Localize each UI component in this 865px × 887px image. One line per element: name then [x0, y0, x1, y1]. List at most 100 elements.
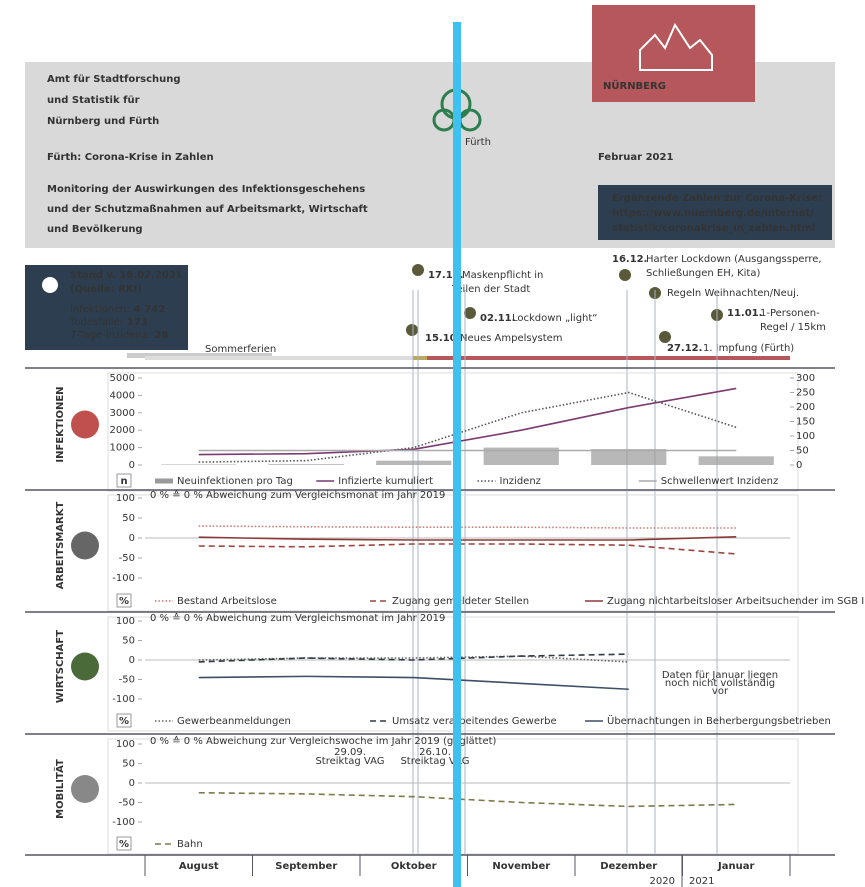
event-text: Neues Ampelsystem	[460, 333, 563, 344]
y-tick-label: -50	[119, 675, 135, 686]
series-line	[198, 536, 737, 541]
status-label: Todesfälle:	[69, 317, 123, 328]
status-line: Stand v. 16.02.2021	[70, 270, 183, 281]
event-date: 17.10.	[428, 270, 463, 281]
event-text: Regel / 15km	[760, 322, 826, 333]
event-text: Lockdown „light“	[512, 313, 598, 324]
event-date: 11.01.	[727, 308, 762, 319]
legend-label: Inzidenz	[500, 476, 541, 487]
event-icon	[464, 307, 476, 319]
unit-label: %	[119, 596, 129, 607]
link-text: https://www.nuernberg.de/internet/	[612, 208, 814, 219]
title: Fürth: Corona-Krise in Zahlen	[47, 152, 214, 163]
sun-icon	[42, 277, 58, 293]
y2-tick-label: 150	[796, 417, 815, 428]
legend-label: Infizierte kumuliert	[338, 476, 433, 487]
phase-bar	[145, 356, 413, 360]
legend-label: Schwellenwert Inzidenz	[661, 476, 779, 487]
y-tick-label: -50	[119, 798, 135, 809]
y-tick-label: 3000	[110, 408, 135, 419]
phase-bar	[427, 356, 790, 360]
annotation: Streiktag VAG	[400, 756, 469, 767]
castle-icon	[639, 22, 713, 71]
org-name: und Statistik für	[47, 95, 140, 106]
link-box	[598, 185, 832, 240]
status-value: 173	[127, 317, 148, 328]
y-tick-label: -100	[112, 694, 135, 705]
y-tick-label: -100	[112, 817, 135, 828]
panel-title: WIRTSCHAFT	[55, 630, 66, 703]
year-label: 2020	[650, 876, 675, 887]
series-line	[198, 387, 737, 456]
panel-icon	[71, 652, 99, 681]
legend-label: Gewerbeanmeldungen	[177, 716, 291, 727]
legend-label: Umsatz verarbeitendes Gewerbe	[392, 716, 557, 727]
bar	[376, 460, 452, 465]
bar	[268, 464, 344, 465]
series-line	[198, 791, 737, 808]
event-date: 02.11.	[480, 313, 515, 324]
link-text: Ergänzende Zahlen zur Corona-Krise:	[612, 193, 822, 204]
unit-box	[116, 713, 132, 728]
event-text: Sommerferien	[205, 344, 276, 355]
overlay-bar	[453, 22, 461, 887]
event-text: Schließungen EH, Kita)	[646, 268, 760, 279]
panel-title: ARBEITSMARKT	[55, 502, 66, 590]
series-line	[198, 525, 737, 529]
event-date: 16.12.	[612, 254, 647, 265]
month-label: August	[179, 861, 219, 872]
org-name: Nürnberg und Fürth	[47, 116, 159, 127]
panel-subtitle: 0 % ≙ 0 % Abweichung zum Vergleichsmonat…	[150, 612, 445, 624]
event-text: Regeln Weihnachten/Neuj.	[667, 288, 799, 299]
y-tick-label: -100	[112, 573, 135, 584]
unit-box	[116, 836, 132, 851]
annotation: Streiktag VAG	[315, 756, 384, 767]
month-label: September	[275, 861, 337, 872]
annotation: noch nicht vollständig	[665, 678, 775, 689]
y-tick-label: 50	[122, 759, 135, 770]
series-line	[198, 655, 629, 663]
series-line	[198, 543, 737, 555]
unit-label: n	[120, 476, 127, 487]
y-tick-label: -50	[119, 553, 135, 564]
event-text: Teilen der Stadt	[451, 284, 530, 295]
event-text: 1. Impfung (Fürth)	[703, 343, 794, 354]
panel-subtitle: 0 % ≙ 0 % Abweichung zur Vergleichswoche…	[150, 735, 497, 747]
month-label: Januar	[717, 861, 754, 872]
org-name: Amt für Stadtforschung	[47, 74, 181, 85]
y-tick-label: 1000	[110, 443, 135, 454]
annotation: Daten für Januar liegen	[662, 670, 778, 681]
phase-bar	[413, 356, 427, 360]
event-date: 27.12.	[667, 343, 702, 354]
y-tick-label: 100	[116, 616, 135, 627]
event-icon	[406, 324, 418, 336]
y2-tick-label: 0	[796, 460, 802, 471]
event-icon	[412, 264, 424, 276]
y-tick-label: 0	[129, 460, 135, 471]
event-icon	[659, 331, 671, 343]
event-date: 15.10.	[425, 333, 460, 344]
event-icon	[619, 269, 631, 281]
nuernberg-logo: NÜRNBERG	[603, 78, 666, 92]
y-tick-label: 5000	[110, 373, 135, 384]
panel-title: INFEKTIONEN	[55, 386, 66, 462]
bar	[483, 447, 559, 465]
annotation: 29.09.	[334, 747, 366, 758]
annotation: 26.10.	[419, 747, 451, 758]
unit-label: %	[119, 839, 129, 850]
y2-tick-label: 200	[796, 402, 815, 413]
unit-box	[116, 473, 132, 488]
annotation: vor	[712, 686, 729, 697]
panel-title: MOBILITÄT	[52, 759, 66, 819]
subtitle: und der Schutzmaßnahmen auf Arbeitsmarkt…	[47, 204, 368, 215]
legend-label: Zugang nichtarbeitsloser Arbeitsuchender…	[607, 596, 865, 607]
month-label: November	[492, 861, 550, 872]
status-line: (Quelle: RKI)	[70, 284, 142, 295]
panel-subtitle: 0 % ≙ 0 % Abweichung zum Vergleichsmonat…	[150, 489, 445, 501]
legend-label: Übernachtungen in Beherbergungsbetrieben	[607, 714, 831, 727]
y-tick-label: 100	[116, 493, 135, 504]
y-tick-label: 100	[116, 739, 135, 750]
panel-icon	[71, 531, 99, 560]
bar	[698, 456, 774, 465]
y-tick-label: 50	[122, 636, 135, 647]
